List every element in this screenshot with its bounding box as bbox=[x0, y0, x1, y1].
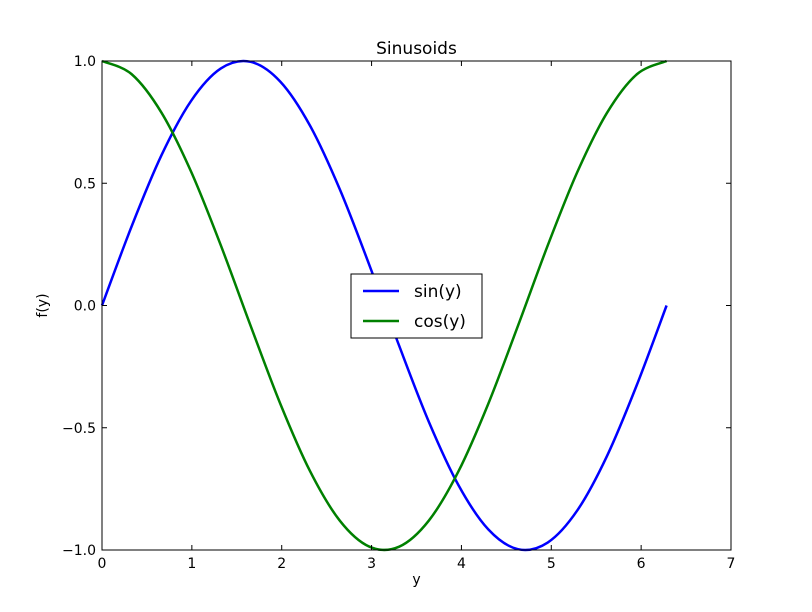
y-tick-label: 1.0 bbox=[74, 54, 96, 70]
legend: sin(y) cos(y) bbox=[350, 273, 483, 339]
legend-frame bbox=[350, 273, 483, 339]
chart-title: Sinusoids bbox=[376, 39, 457, 59]
x-tick-label: 0 bbox=[98, 556, 107, 572]
x-tick-label: 7 bbox=[727, 556, 736, 572]
y-tick-label: −1.0 bbox=[62, 543, 96, 559]
x-tick-label: 6 bbox=[637, 556, 646, 572]
y-tick-label: 0.0 bbox=[74, 299, 96, 315]
y-tick-label: −0.5 bbox=[62, 421, 96, 437]
x-tick-label: 4 bbox=[457, 556, 466, 572]
ticks-layer: 0 1 2 3 4 5 6 7 −1.0 −0.5 0.0 0.5 1.0 bbox=[62, 54, 735, 572]
x-axis-label: y bbox=[412, 572, 420, 588]
x-tick-label: 5 bbox=[547, 556, 556, 572]
y-axis-label: f(y) bbox=[35, 293, 51, 317]
x-tick-label: 3 bbox=[367, 556, 376, 572]
plot-frame bbox=[101, 60, 732, 551]
x-tick-label: 1 bbox=[187, 556, 196, 572]
legend-label-cos: cos(y) bbox=[414, 312, 466, 332]
legend-label-sin: sin(y) bbox=[414, 282, 462, 302]
y-tick-label: 0.5 bbox=[74, 176, 96, 192]
x-tick-label: 2 bbox=[277, 556, 286, 572]
